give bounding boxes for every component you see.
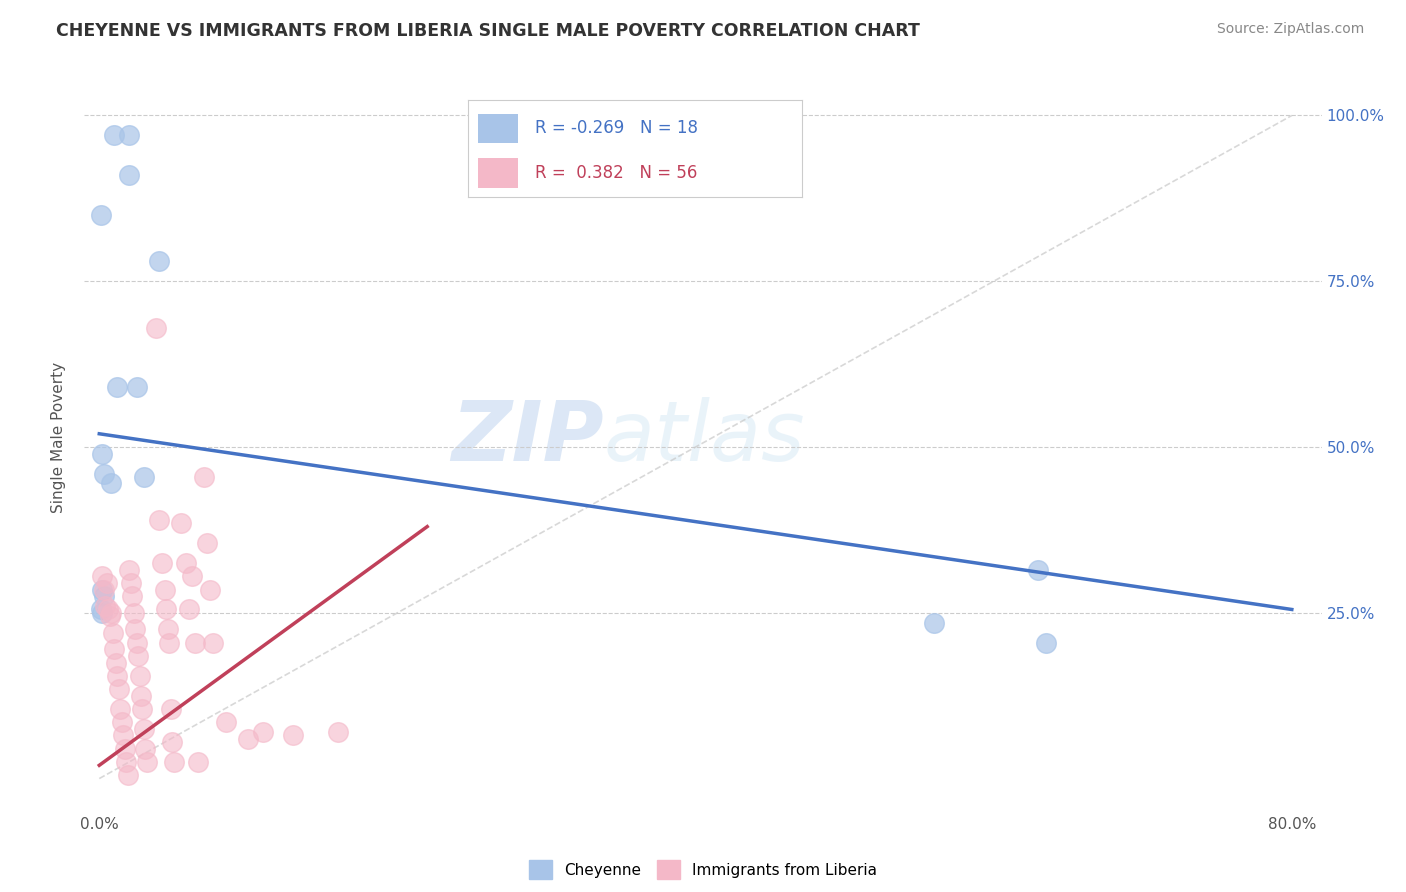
Point [159, 702, 181, 716]
Point [121, 589, 143, 603]
Point [118, 168, 141, 182]
Point [115, 755, 138, 769]
Point [118, 563, 141, 577]
Point [90, 208, 112, 222]
Point [187, 755, 209, 769]
Point [117, 768, 139, 782]
Point [183, 635, 205, 649]
Point [124, 623, 146, 637]
Point [127, 648, 149, 663]
Point [136, 755, 159, 769]
Point [134, 741, 156, 756]
Point [193, 470, 215, 484]
Point [1028, 563, 1050, 577]
Point [90, 602, 112, 616]
Point [96, 576, 118, 591]
Point [103, 642, 125, 657]
Point [238, 731, 260, 746]
Point [122, 606, 145, 620]
Point [100, 476, 122, 491]
Point [128, 669, 150, 683]
Point [105, 669, 128, 683]
Point [112, 729, 135, 743]
Point [103, 128, 125, 143]
Point [125, 380, 148, 394]
Point [170, 516, 193, 531]
Point [105, 380, 128, 394]
Point [180, 569, 202, 583]
Point [195, 536, 218, 550]
Point [163, 755, 186, 769]
Point [156, 623, 179, 637]
Point [162, 735, 184, 749]
Point [145, 320, 167, 334]
Point [93, 582, 115, 597]
Point [91, 569, 114, 583]
Point [118, 128, 141, 143]
Point [129, 689, 152, 703]
Point [120, 576, 142, 591]
Point [326, 725, 349, 739]
Point [97, 602, 120, 616]
Point [281, 729, 304, 743]
Point [93, 467, 115, 481]
Point [132, 722, 155, 736]
Point [93, 589, 115, 603]
Text: CHEYENNE VS IMMIGRANTS FROM LIBERIA SINGLE MALE POVERTY CORRELATION CHART: CHEYENNE VS IMMIGRANTS FROM LIBERIA SING… [56, 22, 920, 40]
Point [252, 725, 274, 739]
Point [148, 513, 170, 527]
Point [125, 635, 148, 649]
Point [132, 470, 155, 484]
Point [131, 702, 153, 716]
Point [91, 606, 114, 620]
Point [148, 254, 170, 268]
Point [91, 447, 114, 461]
Point [153, 582, 176, 597]
Point [201, 635, 224, 649]
Point [107, 681, 129, 696]
Point [98, 609, 121, 624]
Point [108, 702, 131, 716]
Text: ZIP: ZIP [451, 397, 605, 477]
Point [111, 715, 134, 730]
Text: atlas: atlas [605, 397, 806, 477]
Point [94, 599, 117, 614]
Point [177, 602, 200, 616]
Point [1035, 635, 1057, 649]
Text: Source: ZipAtlas.com: Source: ZipAtlas.com [1216, 22, 1364, 37]
Point [100, 606, 122, 620]
Point [150, 556, 173, 570]
Point [922, 615, 945, 630]
Point [101, 625, 124, 640]
Point [174, 556, 197, 570]
Legend: Cheyenne, Immigrants from Liberia: Cheyenne, Immigrants from Liberia [529, 861, 877, 879]
Point [198, 582, 221, 597]
Point [215, 715, 238, 730]
Point [114, 741, 136, 756]
Point [155, 602, 177, 616]
Point [157, 635, 180, 649]
Point [91, 582, 114, 597]
Point [104, 656, 127, 670]
Y-axis label: Single Male Poverty: Single Male Poverty [51, 361, 66, 513]
